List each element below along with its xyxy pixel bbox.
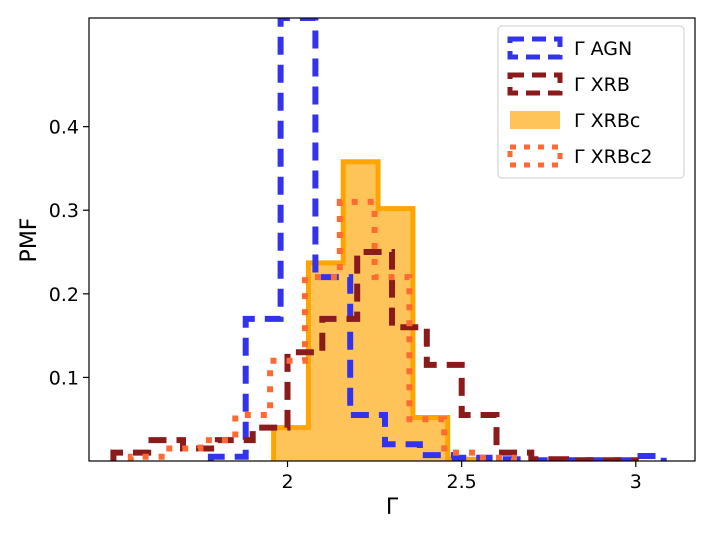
legend-label-xrb: Γ XRB bbox=[574, 74, 630, 96]
x-tick-label: 2 bbox=[281, 471, 293, 493]
y-axis-label: PMF bbox=[17, 218, 42, 263]
legend-swatch-xrb bbox=[507, 72, 563, 96]
series-layer bbox=[110, 18, 667, 461]
legend-swatch-xrbc2 bbox=[507, 144, 563, 168]
series-xrbc bbox=[271, 159, 486, 461]
legend-frame bbox=[497, 25, 685, 179]
y-tick-label: 0.3 bbox=[49, 200, 79, 222]
x-tick-label: 2.5 bbox=[447, 471, 477, 493]
plot-frame bbox=[88, 17, 696, 462]
tick-layer: 2 2.5 3 0.1 0.2 0.3 0.4 bbox=[49, 117, 642, 493]
legend-swatch-xrbc bbox=[510, 111, 560, 129]
x-axis-label: Γ bbox=[386, 495, 399, 520]
legend-label-agn: Γ AGN bbox=[574, 38, 632, 60]
legend-swatch-agn bbox=[507, 36, 563, 60]
legend-label-xrbc: Γ XRBc bbox=[574, 110, 640, 132]
y-tick-label: 0.4 bbox=[49, 117, 79, 139]
y-tick-label: 0.1 bbox=[49, 367, 79, 389]
x-tick-label: 3 bbox=[630, 471, 642, 493]
legend-label-xrbc2: Γ XRBc2 bbox=[574, 146, 652, 168]
y-tick-label: 0.2 bbox=[49, 284, 79, 306]
legend: Γ AGN Γ XRB Γ XRBc Γ XRBc2 bbox=[497, 25, 685, 179]
